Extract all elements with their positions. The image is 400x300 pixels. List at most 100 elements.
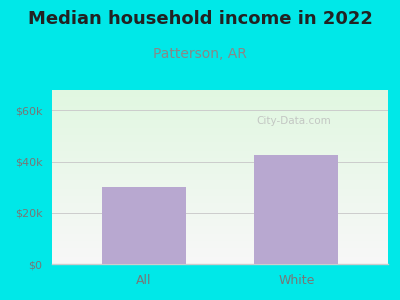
Bar (52, 172, 388, 173)
Bar (52, 224, 388, 226)
Bar (52, 106, 388, 107)
Bar (52, 245, 388, 247)
Bar (52, 139, 388, 140)
Bar (52, 94, 388, 95)
Bar (52, 147, 388, 149)
Bar (52, 163, 388, 165)
Text: City-Data.com: City-Data.com (256, 116, 331, 126)
Bar (52, 151, 388, 153)
Bar (52, 170, 388, 172)
Bar (52, 156, 388, 158)
Text: Median household income in 2022: Median household income in 2022 (28, 11, 372, 28)
Bar (52, 168, 388, 170)
Bar (52, 212, 388, 214)
Bar (52, 205, 388, 207)
Bar (52, 222, 388, 224)
Bar (52, 181, 388, 182)
Bar (52, 257, 388, 259)
Bar (52, 210, 388, 212)
Bar (52, 121, 388, 123)
Bar (52, 132, 388, 134)
Bar (52, 99, 388, 100)
Bar (52, 95, 388, 97)
Bar (52, 165, 388, 167)
Bar (52, 260, 388, 262)
Bar (52, 92, 388, 94)
Bar (52, 217, 388, 219)
Bar (52, 179, 388, 181)
Bar (52, 173, 388, 175)
Bar (52, 182, 388, 184)
Bar (52, 167, 388, 168)
Bar (52, 160, 388, 161)
Bar (52, 130, 388, 132)
Bar (52, 238, 388, 240)
Bar (52, 252, 388, 254)
Text: Patterson, AR: Patterson, AR (153, 46, 247, 61)
Bar (52, 240, 388, 242)
Bar (52, 154, 388, 156)
Bar (52, 227, 388, 229)
Bar (52, 153, 388, 154)
Bar (52, 191, 388, 193)
Bar (52, 200, 388, 201)
Bar (52, 123, 388, 125)
Bar (52, 120, 388, 121)
Bar (52, 102, 388, 104)
Bar (52, 112, 388, 114)
Bar (52, 194, 388, 196)
Bar (52, 137, 388, 139)
Bar (52, 140, 388, 142)
Bar (52, 234, 388, 236)
Bar (52, 219, 388, 220)
Bar (52, 109, 388, 111)
Bar (52, 118, 388, 120)
Bar (52, 128, 388, 130)
Bar (52, 158, 388, 160)
Bar (52, 236, 388, 238)
Bar (52, 116, 388, 118)
Bar (52, 198, 388, 200)
Bar (52, 188, 388, 189)
Bar (52, 90, 388, 92)
Bar (52, 229, 388, 231)
Bar (52, 196, 388, 198)
Bar (52, 203, 388, 205)
Bar (52, 177, 388, 179)
Bar (52, 127, 388, 128)
Bar (52, 189, 388, 191)
Bar (254, 155, 338, 264)
Bar (102, 187, 186, 264)
Bar (52, 242, 388, 243)
Bar (52, 207, 388, 208)
Bar (52, 125, 388, 127)
Bar (52, 214, 388, 215)
Bar (52, 233, 388, 234)
Bar (52, 142, 388, 144)
Bar (52, 262, 388, 264)
Bar (52, 250, 388, 252)
Bar (52, 97, 388, 99)
Bar (52, 134, 388, 135)
Bar (52, 184, 388, 186)
Bar (52, 208, 388, 210)
Bar (52, 161, 388, 163)
Bar (52, 220, 388, 222)
Bar (52, 243, 388, 245)
Bar (52, 111, 388, 112)
Bar (52, 114, 388, 116)
Bar (52, 193, 388, 194)
Bar (52, 247, 388, 248)
Bar (52, 248, 388, 250)
Bar (52, 255, 388, 257)
Bar (52, 175, 388, 177)
Bar (52, 107, 388, 109)
Bar (52, 259, 388, 260)
Bar (52, 146, 388, 147)
Bar (52, 144, 388, 146)
Bar (52, 149, 388, 151)
Bar (52, 231, 388, 233)
Bar (52, 226, 388, 227)
Bar (52, 254, 388, 255)
Bar (52, 201, 388, 203)
